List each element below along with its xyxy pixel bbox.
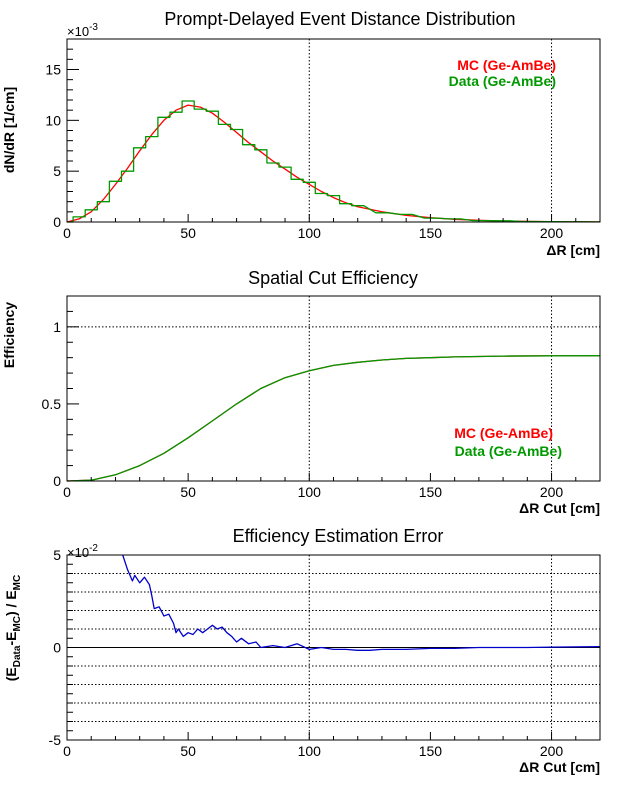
panel-2-x-tick-label: 150 [419, 484, 443, 500]
panel-1-x-tick-label: 200 [540, 225, 564, 241]
panel-2-y-tick-label: 0 [53, 473, 61, 489]
panel-2-x-label: ΔR Cut [cm] [519, 500, 600, 516]
panel-2-legend-mc: MC (Ge-AmBe) [454, 425, 553, 441]
panel-3: Efficiency Estimation Error ×10-2 (EData… [3, 526, 601, 775]
panel-1-legend-mc: MC (Ge-AmBe) [457, 57, 556, 73]
panel-2-y-tick-label: 1 [53, 319, 61, 335]
panel-3-x-label: ΔR Cut [cm] [519, 759, 600, 775]
panel-2-y-tick-label: 0.5 [42, 396, 62, 412]
panel-1-x-tick-label: 150 [419, 225, 443, 241]
panel-2-y-label: Efficiency [1, 302, 17, 368]
panel-1-x-tick-label: 50 [180, 225, 196, 241]
panel-3-title: Efficiency Estimation Error [233, 526, 444, 546]
panel-2-legend-data: Data (Ge-AmBe) [455, 443, 562, 459]
panel-1-grid [308, 39, 553, 222]
panel-3-series [122, 554, 601, 651]
panel-3-y-tick-label: -5 [49, 732, 62, 748]
panel-1-legend: MC (Ge-AmBe) Data (Ge-AmBe) [449, 57, 556, 89]
panel-2-series-2-line [66, 355, 601, 482]
panel-2-axes: 0 50 100 150 200 0 0.5 1 [42, 295, 601, 500]
panel-2-x-tick-label: 50 [180, 484, 196, 500]
panel-1: Prompt-Delayed Event Distance Distributi… [1, 9, 601, 258]
panel-1-x-tick-label: 0 [63, 225, 71, 241]
panel-2-legend: MC (Ge-AmBe) Data (Ge-AmBe) [454, 425, 562, 459]
panel-3-y-exponent: ×10-2 [67, 543, 98, 560]
panel-1-y-tick-label: 0 [53, 214, 61, 230]
panel-1-x-label: ΔR [cm] [546, 242, 600, 258]
panel-2-grid [67, 296, 600, 481]
panel-1-y-tick-label: 10 [45, 112, 61, 128]
panel-1-title: Prompt-Delayed Event Distance Distributi… [164, 9, 515, 29]
panel-3-y-tick-label: 0 [53, 640, 61, 656]
panel-3-x-tick-label: 200 [540, 743, 564, 759]
panel-3-series-1-line [122, 554, 601, 651]
panel-1-series-2-line [67, 100, 600, 223]
panel-1-y-label: dN/dR [1/cm] [1, 87, 17, 173]
panel-3-axes: 0 50 100 150 200-505 [49, 547, 601, 759]
panel-2-series [66, 355, 601, 482]
panel-3-y-tick-label: 5 [53, 547, 61, 563]
panel-1-legend-data: Data (Ge-AmBe) [449, 73, 556, 89]
panel-1-y-tick-label: 15 [45, 62, 61, 78]
panel-2-title: Spatial Cut Efficiency [248, 268, 418, 288]
panel-2: Spatial Cut Efficiency Efficiency ΔR Cut… [1, 268, 601, 516]
panel-1-series [66, 100, 601, 223]
panel-1-series-1-line [66, 104, 601, 223]
panel-2-x-tick-label: 0 [63, 484, 71, 500]
panel-1-y-exponent: ×10-3 [67, 22, 98, 39]
panel-3-x-tick-label: 100 [298, 743, 322, 759]
panel-2-x-tick-label: 100 [298, 484, 322, 500]
panel-2-x-tick-label: 200 [540, 484, 564, 500]
panel-1-axes: 0 50 100 150 200 0 5 10 15 [45, 38, 601, 241]
panel-3-x-tick-label: 50 [180, 743, 196, 759]
panel-1-y-tick-label: 5 [53, 163, 61, 179]
panel-3-x-tick-label: 0 [63, 743, 71, 759]
panel-1-x-tick-label: 100 [298, 225, 322, 241]
panel-3-y-label: (EData-EMC) / EMC [3, 575, 23, 681]
panel-3-x-tick-label: 150 [419, 743, 443, 759]
